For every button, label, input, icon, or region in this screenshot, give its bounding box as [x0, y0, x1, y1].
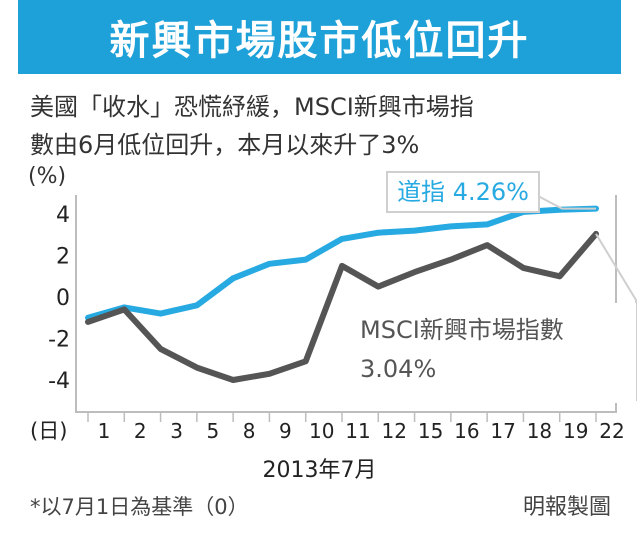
subtitle-line-2: 數由6月低位回升，本月以來升了3% [30, 131, 420, 159]
subtitle-line-1: 美國「收水」恐慌紓緩，MSCI新興市場指 [30, 93, 474, 121]
x-tick-label: 16 [454, 419, 479, 443]
x-tick-label: 3 [170, 419, 183, 443]
title-bar: 新興市場股市低位回升 [18, 0, 621, 74]
x-tick-label: 8 [243, 419, 256, 443]
dow-callout-leader [537, 195, 596, 210]
x-tick-label: 12 [382, 419, 407, 443]
footnote: *以7月1日為基準（0） [30, 495, 249, 519]
x-tick-label: 18 [527, 419, 552, 443]
x-tick-label: 9 [279, 419, 292, 443]
x-tick-label: 5 [206, 419, 219, 443]
dow-series-line [85, 205, 599, 321]
msci-series-label: MSCI新興市場指數 [360, 316, 564, 344]
x-tick-label: 1 [98, 419, 111, 443]
y-tick-label: 4 [56, 203, 70, 228]
y-axis-unit: (%) [28, 164, 67, 189]
x-tick-label: 17 [490, 419, 515, 443]
y-tick-label: -4 [48, 369, 70, 394]
x-tick-label: 15 [418, 419, 443, 443]
x-tick-label: 10 [309, 419, 334, 443]
x-tick-label: 22 [599, 419, 624, 443]
dow-callout-box [386, 171, 540, 213]
y-tick-label: 2 [56, 245, 70, 270]
msci-series-value: 3.04% [360, 355, 436, 383]
y-tick-label: -2 [48, 328, 70, 353]
x-tick-label: 19 [563, 419, 588, 443]
x-axis-unit: (日) [30, 419, 67, 443]
x-tick-label: 2 [134, 419, 147, 443]
msci-series-line [85, 230, 599, 383]
msci-callout-box [355, 303, 636, 403]
credit: 明報製圖 [522, 495, 611, 520]
chart-subtitle: 美國「收水」恐慌紓緩，MSCI新興市場指 數由6月低位回升，本月以來升了3% [30, 88, 630, 164]
x-axis-title: 2013年7月 [262, 458, 377, 483]
y-tick-label: 0 [56, 286, 70, 311]
dow-series-label: 道指 4.26% [397, 178, 529, 206]
chart-title: 新興市場股市低位回升 [109, 18, 530, 64]
x-tick-label: 11 [345, 419, 370, 443]
